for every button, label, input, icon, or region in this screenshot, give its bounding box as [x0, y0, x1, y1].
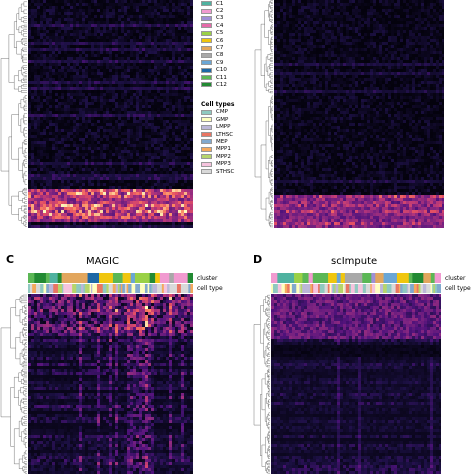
cluster-legend-label: C5 [216, 30, 224, 37]
cluster-swatch [201, 75, 212, 81]
cluster-legend-item: C8 [201, 52, 263, 59]
cell-type-swatch [201, 146, 212, 152]
cluster-bar-label-d: cluster [445, 275, 466, 282]
cell-type-swatch [201, 109, 212, 115]
cell-type-legend-label: STHSC [216, 168, 235, 175]
cluster-swatch [201, 1, 212, 7]
cluster-legend-item: C11 [201, 74, 263, 81]
panel-title-d: scImpute [331, 256, 378, 267]
cluster-legend-item: C4 [201, 22, 263, 29]
cluster-legend-label: C6 [216, 37, 224, 44]
cell-type-legend-item: MPP1 [201, 146, 263, 153]
cluster-swatch [201, 60, 212, 66]
heatmap-a [28, 0, 193, 228]
cluster-legend-label: C9 [216, 59, 224, 66]
cluster-legend-label: C11 [216, 74, 227, 81]
cell-type-legend-item: GMP [201, 116, 263, 123]
cell-type-legend-item: MPP3 [201, 160, 263, 167]
cell-type-legend-label: MPP1 [216, 146, 231, 153]
cluster-swatch [201, 45, 212, 51]
cell-type-legend-label: MEP [216, 138, 228, 145]
cluster-legend-label: C8 [216, 52, 224, 59]
cluster-legend-label: C7 [216, 45, 224, 52]
cluster-legend-item: C3 [201, 15, 263, 22]
cluster-legend-label: C2 [216, 8, 224, 15]
cell-type-swatch [201, 139, 212, 145]
panel-letter-d: D [253, 253, 263, 266]
cell-type-legend-label: CMP [216, 109, 228, 116]
dendrogram-b [254, 0, 273, 228]
panel-title-c: MAGIC [86, 256, 119, 267]
cluster-legend-item: C9 [201, 59, 263, 66]
cell-type-swatch [201, 124, 212, 130]
cell-type-legend-item: LTHSC [201, 131, 263, 138]
cluster-legend-label: C10 [216, 67, 227, 74]
cluster-legend-item: C12 [201, 81, 263, 88]
cluster-legend-label: C12 [216, 81, 227, 88]
dendrogram-d [253, 294, 270, 474]
cluster-bar-label-c: cluster [197, 275, 218, 282]
cluster-legend-item: C1 [201, 0, 263, 7]
cell-type-swatch [201, 154, 212, 160]
cell-type-legend-label: LTHSC [216, 131, 234, 138]
cluster-legend-label: C3 [216, 15, 224, 22]
cluster-swatch [201, 38, 212, 44]
cluster-swatch [201, 52, 212, 58]
celltype-bar-label-c: cell type [197, 285, 223, 292]
cell-type-legend-label: MPP2 [216, 153, 231, 160]
dendrogram-a [0, 0, 27, 228]
cluster-swatch [201, 15, 212, 21]
cluster-legend-item: C6 [201, 37, 263, 44]
cell-type-swatch [201, 132, 212, 138]
cell-type-legend-item: MEP [201, 138, 263, 145]
cell-type-swatch [201, 169, 212, 174]
cluster-swatch [201, 82, 212, 88]
celltype-bar-c [28, 284, 193, 293]
cluster-legend-label: C1 [216, 0, 224, 7]
cell-type-legend-label: MPP3 [216, 161, 231, 168]
cell-type-legend-item: LMPP [201, 123, 263, 130]
celltype-bar-d [271, 284, 441, 293]
cell-types-legend-title: Cell types [201, 100, 235, 108]
heatmap-b [274, 0, 444, 228]
heatmap-c [28, 294, 193, 474]
cluster-legend-item: C7 [201, 44, 263, 51]
cell-type-swatch [201, 117, 212, 123]
panel-letter-c: C [6, 253, 15, 266]
cluster-legend: C1 C2 C3 C4 C5 C6 C7 C8 C9 C10 C11 C12 [201, 0, 263, 89]
cell-type-legend-label: GMP [216, 116, 229, 123]
cluster-swatch [201, 67, 212, 73]
legend: C1 C2 C3 C4 C5 C6 C7 C8 C9 C10 C11 C12 Cell types C… [201, 0, 263, 175]
cell-type-legend-label: LMPP [216, 124, 231, 131]
cluster-bar-d [271, 273, 441, 283]
heatmap-d [271, 294, 441, 474]
cluster-swatch [201, 8, 212, 14]
cluster-legend-item: C10 [201, 67, 263, 74]
cluster-legend-item: C5 [201, 30, 263, 37]
cell-type-legend: CMP GMP LMPP LTHSC MEP MPP1 MPP2 MPP3 STHSC [201, 109, 263, 176]
cell-type-legend-item: CMP [201, 109, 263, 116]
dendrogram-c [0, 294, 27, 474]
cluster-swatch [201, 30, 212, 36]
cell-type-legend-item: STHSC [201, 168, 263, 175]
cluster-legend-item: C2 [201, 7, 263, 14]
cell-type-swatch [201, 161, 212, 167]
cluster-legend-label: C4 [216, 22, 224, 29]
celltype-bar-label-d: cell type [445, 285, 471, 292]
cluster-swatch [201, 23, 212, 29]
cell-type-legend-item: MPP2 [201, 153, 263, 160]
cluster-bar-c [28, 273, 193, 283]
